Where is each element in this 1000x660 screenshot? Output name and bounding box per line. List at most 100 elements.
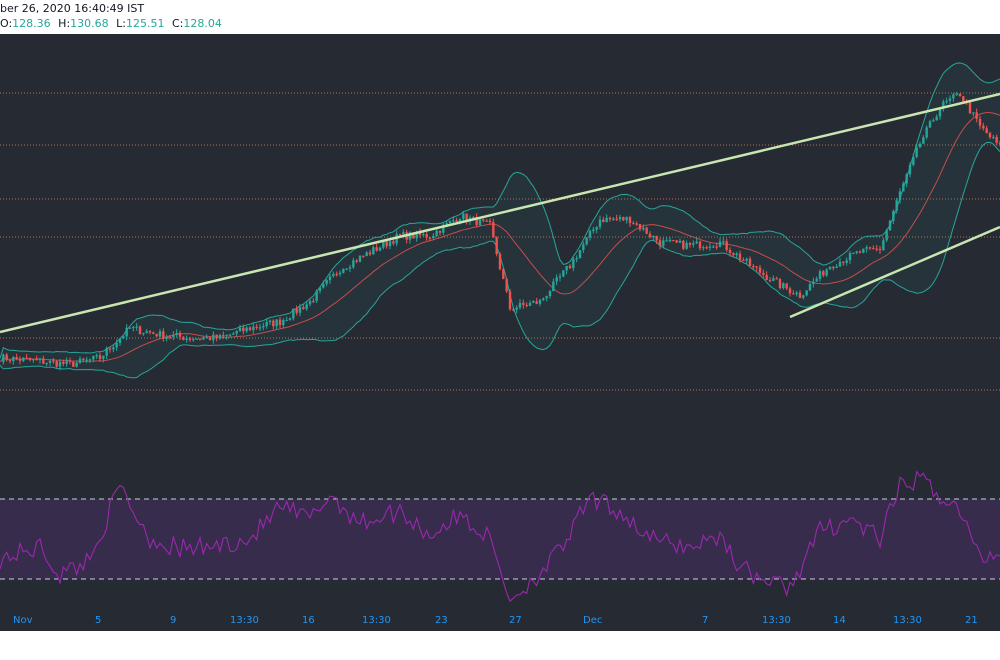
candle-body (408, 232, 412, 240)
candle-body (228, 334, 232, 336)
candle-body (178, 333, 182, 337)
candle-body (672, 239, 675, 242)
candle-body (158, 331, 162, 337)
candle-body (42, 358, 45, 364)
x-tick-label: 13:30 (230, 615, 259, 626)
high-value: 130.68 (70, 17, 109, 30)
candle-body (108, 348, 112, 350)
candle-body (482, 219, 485, 221)
candle-body (145, 331, 148, 333)
close-value: 128.04 (183, 17, 222, 30)
candle-body (788, 288, 792, 294)
candle-body (875, 248, 878, 250)
rsi-pane (0, 470, 1000, 603)
candle-body (225, 334, 228, 336)
candle-body (495, 237, 498, 254)
candle-body (948, 98, 952, 101)
candle-body (105, 348, 108, 356)
candle-body (992, 136, 995, 139)
candle-body (982, 125, 985, 129)
candle-body (802, 295, 805, 298)
candle-body (245, 327, 248, 332)
candle-body (895, 200, 898, 211)
open-label: O: (0, 17, 13, 30)
candle-body (22, 357, 25, 361)
candle-body (528, 302, 532, 306)
candle-body (728, 249, 732, 254)
candle-body (152, 332, 155, 334)
candle-body (668, 239, 672, 242)
candle-body (955, 93, 958, 95)
candle-body (525, 304, 528, 307)
candle-body (58, 361, 62, 367)
candle-body (815, 278, 818, 282)
candle-body (732, 253, 735, 256)
candle-body (848, 253, 852, 261)
candle-body (942, 101, 945, 109)
candle-body (818, 271, 822, 279)
candle-body (52, 360, 55, 362)
candle-body (338, 272, 342, 275)
candle-body (185, 338, 188, 341)
candle-body (352, 260, 355, 268)
candle-body (445, 223, 448, 225)
candle-body (472, 217, 475, 219)
candle-body (402, 232, 405, 235)
candle-body (782, 283, 785, 289)
candle-body (458, 219, 462, 222)
candle-body (595, 226, 598, 230)
candle-body (242, 327, 245, 332)
candle-body (475, 217, 478, 226)
x-tick-label: 27 (509, 615, 522, 626)
candle-body (665, 240, 668, 242)
candle-body (375, 247, 378, 251)
candle-body (122, 336, 125, 339)
candle-body (855, 251, 858, 253)
candle-body (485, 220, 488, 222)
candle-body (995, 136, 998, 143)
candle-body (35, 359, 38, 361)
x-tick-label: Dec (583, 615, 602, 626)
candle-body (905, 174, 908, 184)
lower-trendline (789, 225, 1000, 319)
candle-body (412, 232, 415, 239)
candle-body (255, 326, 258, 328)
candle-body (382, 241, 385, 248)
candle-body (282, 320, 285, 325)
candle-body (208, 337, 212, 341)
candle-body (192, 339, 195, 341)
candle-body (268, 320, 272, 323)
candle-body (48, 360, 52, 363)
candle-body (138, 326, 142, 334)
candle-body (102, 355, 105, 359)
candle-body (505, 278, 508, 292)
candle-body (892, 210, 895, 221)
candle-body (388, 241, 392, 247)
candle-body (508, 291, 512, 310)
candle-body (355, 260, 358, 262)
candle-body (808, 283, 812, 291)
candle-body (675, 240, 678, 243)
candle-body (392, 241, 395, 244)
candle-body (12, 357, 15, 362)
candle-body (68, 360, 72, 362)
chart-canvas[interactable]: Nov 5 9 13:30 16 13:30 23 27 Dec 7 13:30 14 13:30 21 (0, 34, 1000, 631)
x-tick-label: 13:30 (762, 615, 791, 626)
candle-body (78, 358, 82, 363)
candle-body (278, 319, 282, 325)
candle-body (438, 230, 442, 233)
candle-body (775, 278, 778, 280)
candle-body (702, 247, 705, 249)
candle-body (585, 237, 588, 245)
candle-body (288, 318, 292, 320)
candle-body (332, 273, 335, 277)
candle-body (678, 240, 682, 243)
candle-body (62, 361, 65, 364)
candle-body (868, 247, 872, 249)
chart-header: ber 26, 2020 16:40:49 IST O:128.36 H:130… (0, 0, 1000, 34)
candle-body (305, 304, 308, 310)
candle-body (135, 326, 138, 328)
candle-body (618, 217, 622, 220)
chart-panel[interactable]: Nov 5 9 13:30 16 13:30 23 27 Dec 7 13:30 14 13:30 21 (0, 34, 1000, 631)
candle-body (708, 246, 712, 248)
